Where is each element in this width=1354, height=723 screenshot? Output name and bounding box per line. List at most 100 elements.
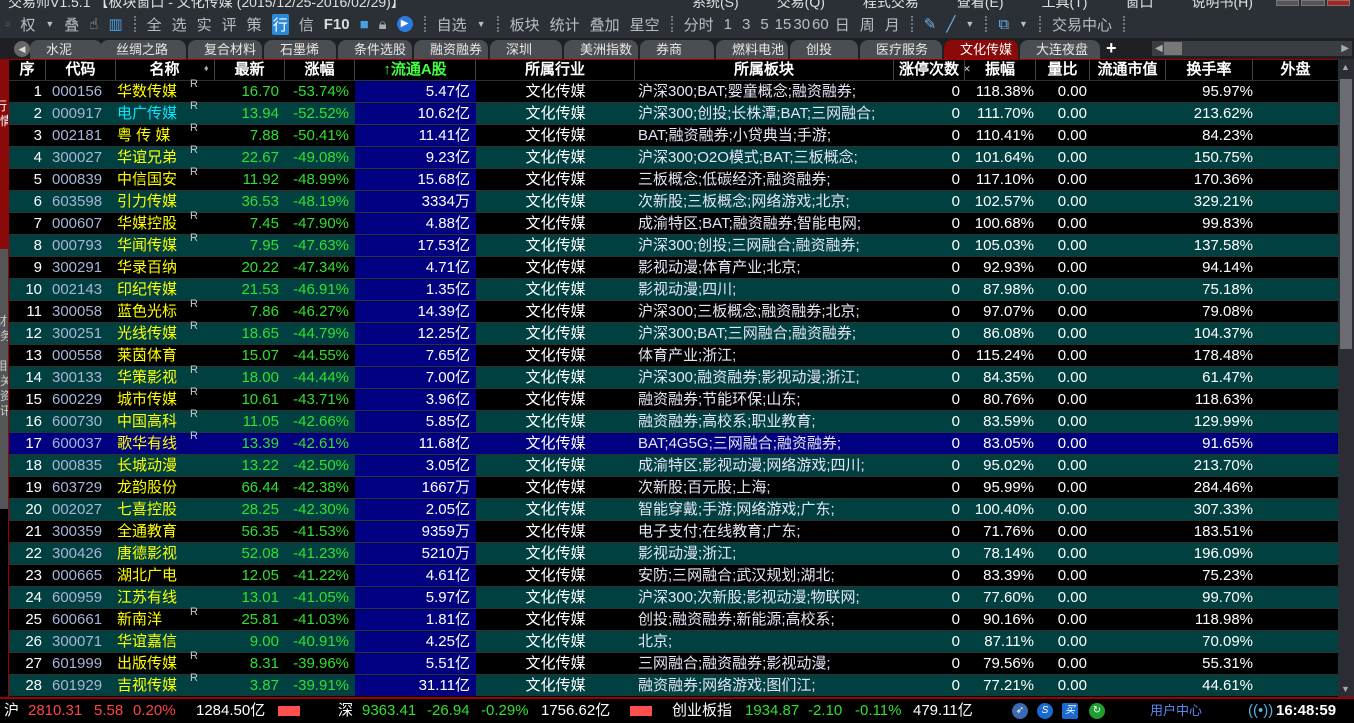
tab-scrollbar[interactable]: ◀ ▶ <box>1152 41 1352 56</box>
close-button[interactable] <box>1326 0 1350 6</box>
tool-real[interactable]: 实 <box>196 16 212 34</box>
table-row[interactable]: 10 002143 印纪传媒 21.53 -46.91% 1.35亿 文化传媒 影视动漫;四川… <box>9 278 1339 300</box>
period-1[interactable]: 1 <box>723 15 732 33</box>
header-1[interactable]: 代码 <box>46 60 116 80</box>
tab-3[interactable]: 石墨烯 <box>264 40 336 59</box>
menu-program-trade[interactable]: 程式交易 <box>862 0 919 10</box>
dropdown-icon[interactable]: ▼ <box>965 19 975 29</box>
dropdown-icon[interactable]: ▼ <box>1019 19 1028 29</box>
tab-close-icon[interactable]: × <box>963 61 971 76</box>
table-row[interactable]: 11 300058 蓝色光标 7.86 -46.27% 14.39亿 文化传媒 沪深300;三… <box>9 298 1339 322</box>
scroll-thumb[interactable] <box>1164 42 1182 55</box>
header-10[interactable]: 量比 <box>1036 60 1090 80</box>
tool-quan[interactable]: 权 <box>20 16 36 34</box>
dropdown-icon[interactable]: ▼ <box>45 19 55 29</box>
header-6[interactable]: 所属行业 <box>476 60 635 80</box>
tool-review[interactable]: 评 <box>221 16 237 34</box>
tab-prev-icon[interactable]: ◀ <box>14 41 30 57</box>
table-row[interactable]: 27 601999 出版传媒 8.31 -39.96% 5.51亿 文化传媒 三网融合;融资融… <box>9 650 1339 674</box>
tool-stats[interactable]: 统计 <box>549 16 580 34</box>
tool-all[interactable]: 全 <box>146 16 162 34</box>
tab-9[interactable]: 燃料电池 <box>716 40 788 59</box>
tab-4[interactable]: 条件选股 <box>338 40 412 59</box>
table-row[interactable]: 9 300291 华录百纳 20.22 -47.34% 4.71亿 文化传媒 影视动漫;体育产… <box>9 256 1339 278</box>
tool-zixuan[interactable]: 自选 <box>436 16 467 34</box>
header-13[interactable]: 外盘 <box>1253 60 1339 80</box>
tab-11[interactable]: 医疗服务 <box>860 40 942 59</box>
header-8[interactable]: 涨停次数 <box>894 60 965 80</box>
side-tab-finance[interactable]: 财务 <box>0 249 8 349</box>
table-row[interactable]: 19 603729 龙韵股份 66.44 -42.38% 1667万 文化传媒 次新股;百元股… <box>9 476 1339 498</box>
maximize-button[interactable] <box>1301 0 1325 6</box>
header-5[interactable]: ↑流通A股 <box>355 60 476 80</box>
s-icon[interactable]: S <box>1037 703 1053 719</box>
table-row[interactable]: 26 300071 华谊嘉信 9.00 -40.91% 4.25亿 文化传媒 北京; 0 87.1… <box>9 630 1339 652</box>
refresh-icon[interactable]: ↻ <box>1089 703 1105 719</box>
header-7[interactable]: 所属板块 <box>635 60 894 80</box>
period-intraday[interactable]: 分时 <box>683 16 714 34</box>
table-row[interactable]: 5 000839 中信国安 11.92 -48.99% 15.68亿 文化传媒 三板概念;低碳… <box>9 166 1339 190</box>
line-tool-icon[interactable]: ╱ <box>946 16 956 33</box>
header-0[interactable]: 序 <box>9 60 46 80</box>
tool-overlay[interactable]: 叠加 <box>589 16 620 34</box>
tool-die[interactable]: 叠 <box>64 16 80 34</box>
period-60[interactable]: 60 <box>812 15 829 33</box>
trade-center-button[interactable]: 交易中心 <box>1051 16 1112 34</box>
period-15[interactable]: 15 <box>774 15 792 33</box>
sort-icon[interactable]: ♦ <box>204 63 209 73</box>
header-12[interactable]: 换手率 <box>1166 60 1253 80</box>
tool-sector[interactable]: 板块 <box>509 16 540 34</box>
square-icon[interactable]: ▫ <box>5 15 11 33</box>
table-row[interactable]: 7 000607 华媒控股 7.45 -47.90% 4.88亿 文化传媒 成渝特区;BAT;… <box>9 210 1339 234</box>
table-row[interactable]: 1 000156 华数传媒 16.70 -53.74% 5.47亿 文化传媒 沪深300;BA… <box>9 78 1339 102</box>
play-icon[interactable]: ▶ <box>396 16 413 32</box>
vertical-scrollbar[interactable]: ▲ ▼ <box>1338 59 1354 697</box>
table-row[interactable]: 6 603598 引力传媒 36.53 -48.19% 3334万 文化传媒 次新股;三板概念… <box>9 190 1339 212</box>
tab-2[interactable]: 复合材料 <box>188 40 262 59</box>
user-center-link[interactable]: 用户中心 <box>1150 703 1203 718</box>
side-tab-quotes[interactable]: 行情 <box>0 59 8 249</box>
period-week[interactable]: 周 <box>859 16 875 34</box>
menu-view[interactable]: 查看(E) <box>956 0 1004 10</box>
side-tab-related[interactable]: 相关资讯 <box>0 349 8 509</box>
tool-strategy[interactable]: 策 <box>246 16 262 34</box>
period-day[interactable]: 日 <box>834 16 850 34</box>
table-row[interactable]: 17 600037 歌华有线 13.39 -42.61% 11.68亿 文化传媒 BAT;4G… <box>9 430 1339 454</box>
tab-1[interactable]: 丝绸之路 <box>100 40 186 59</box>
tab-0[interactable]: 水泥 <box>30 40 102 59</box>
table-row[interactable]: 20 002027 七喜控股 28.25 -42.30% 2.05亿 文化传媒 智能穿戴;手游… <box>9 498 1339 520</box>
tool-select[interactable]: 选 <box>171 16 187 34</box>
header-11[interactable]: 流通市值 <box>1090 60 1166 80</box>
menu-window[interactable]: 窗口 <box>1125 0 1154 10</box>
tab-8[interactable]: 券商 <box>640 40 714 59</box>
draw-tool-icon[interactable]: ✎ <box>923 16 937 33</box>
table-row[interactable]: 28 601929 吉视传媒 3.87 -39.91% 31.11亿 文化传媒 融资融券;网络… <box>9 672 1339 696</box>
header-4[interactable]: 涨幅 <box>285 60 355 80</box>
rocket-icon[interactable]: ➶ <box>1012 703 1028 719</box>
lock-icon[interactable]: 🔒︎ <box>378 15 387 33</box>
header-9[interactable]: 振幅 <box>965 60 1036 80</box>
period-5[interactable]: 5 <box>760 15 769 33</box>
period-30[interactable]: 30 <box>793 15 811 33</box>
scroll-left-icon[interactable]: ◀ <box>1155 43 1163 54</box>
dropdown-icon[interactable]: ▼ <box>476 19 486 29</box>
table-row[interactable]: 14 300133 华策影视 18.00 -44.44% 7.00亿 文化传媒 沪深300;融… <box>9 364 1339 388</box>
menu-system[interactable]: 系统(S) <box>692 0 739 10</box>
chart-icon[interactable]: ▥ <box>108 16 123 33</box>
add-tab-button[interactable]: + <box>1106 38 1117 58</box>
scroll-down-icon[interactable]: ▼ <box>1341 684 1350 694</box>
menu-help[interactable]: 说明书(H) <box>1191 0 1253 10</box>
table-row[interactable]: 4 300027 华谊兄弟 22.67 -49.08% 9.23亿 文化传媒 沪深300;O2… <box>9 144 1339 168</box>
table-row[interactable]: 24 600959 江苏有线 13.01 -41.05% 5.97亿 文化传媒 沪深300;次… <box>9 586 1339 608</box>
tool-quote[interactable]: 行 <box>271 13 289 35</box>
buy-icon[interactable]: 买 <box>1062 703 1078 719</box>
tool-f10[interactable]: F10 <box>323 15 350 33</box>
table-row[interactable]: 25 600661 新南洋 25.81 -41.03% 1.81亿 文化传媒 创投;融资融券;… <box>9 606 1339 630</box>
minimize-button[interactable] <box>1276 0 1300 6</box>
menu-trade[interactable]: 交易(Q) <box>776 0 825 10</box>
table-row[interactable]: 22 300426 唐德影视 52.08 -41.23% 5210万 文化传媒 影视动漫;浙江… <box>9 542 1339 564</box>
tab-13[interactable]: 大连夜盘 <box>1020 40 1100 59</box>
table-row[interactable]: 12 300251 光线传媒 18.65 -44.79% 12.25亿 文化传媒 沪深300;… <box>9 320 1339 344</box>
tool-starry[interactable]: 星空 <box>629 16 660 34</box>
period-month[interactable]: 月 <box>884 16 900 34</box>
